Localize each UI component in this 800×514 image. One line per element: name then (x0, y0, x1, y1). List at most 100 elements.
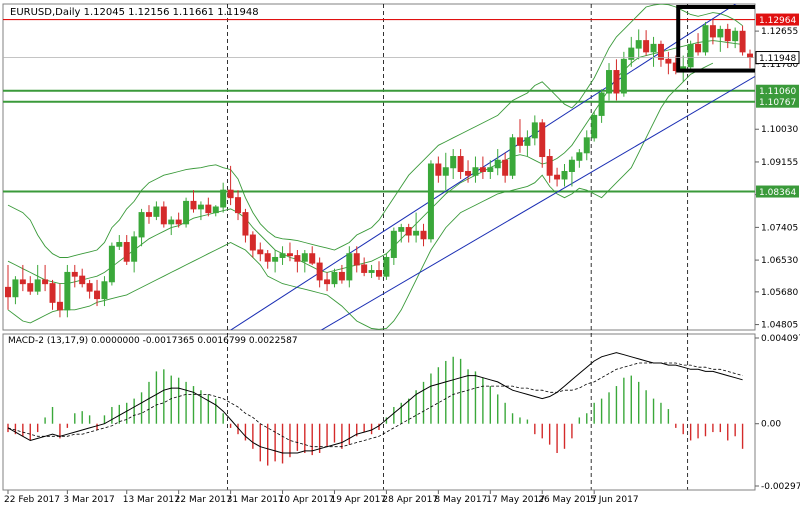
candle-body (34, 279, 41, 292)
candle (19, 264, 26, 292)
candle (427, 160, 434, 243)
date-label: 26 May 2017 (538, 495, 597, 505)
candle (183, 197, 190, 228)
candle-body (19, 279, 26, 285)
candle (64, 264, 71, 318)
candle (353, 246, 360, 273)
candle-body (94, 290, 101, 300)
candle-body (561, 170, 568, 180)
candle-body (160, 206, 167, 225)
candle-body (516, 137, 523, 146)
candle-body (695, 43, 702, 53)
date-label: 3 Mar 2017 (63, 495, 114, 505)
candle-body (286, 253, 293, 257)
candle (42, 264, 49, 292)
candle-body (568, 159, 575, 172)
candle-body (546, 156, 553, 176)
candle (524, 130, 531, 157)
horizontal-levels (3, 18, 755, 193)
candle-body (346, 253, 353, 281)
candle-body (598, 92, 605, 116)
candle (249, 231, 256, 258)
candle-body (257, 249, 264, 255)
candle-body (709, 25, 716, 38)
candle-body (376, 270, 382, 277)
candle (568, 156, 575, 187)
price-tick-label: 1.04805 (761, 321, 798, 331)
candle (56, 283, 63, 318)
main-pane[interactable] (2, 3, 756, 331)
level-tag (756, 13, 799, 26)
trend-channel (229, 4, 755, 330)
candle-body (420, 230, 427, 240)
candle (27, 276, 34, 295)
macd-tick-label: 0.004097 (761, 334, 800, 344)
candle (657, 40, 664, 67)
candle-body (338, 271, 345, 281)
date-label: 22 Feb 2017 (4, 495, 60, 505)
candle-body (264, 253, 271, 262)
candle-body (613, 70, 620, 94)
candle-body (620, 58, 627, 94)
candle (383, 253, 390, 280)
candle-body (108, 245, 115, 283)
candle-body (583, 137, 590, 154)
candle-body (450, 156, 457, 169)
channel-upper (229, 4, 737, 330)
date-label: 19 Apr 2017 (330, 495, 386, 505)
candle-body (479, 167, 486, 172)
candle (190, 190, 197, 213)
candle-body (732, 30, 739, 42)
candle-body (42, 279, 49, 285)
candle (539, 119, 546, 168)
candle (235, 190, 242, 221)
candle (739, 25, 746, 56)
macd-pane[interactable] (2, 333, 756, 491)
candle-body (12, 279, 19, 298)
candle (724, 23, 731, 49)
candle-body (398, 227, 405, 232)
candle (108, 242, 115, 286)
macd-tick-label: -0.002977 (761, 482, 800, 492)
candle-body (702, 25, 709, 53)
candle (71, 264, 78, 288)
candle-body (591, 114, 598, 139)
candle (197, 201, 204, 221)
candle-body (294, 255, 301, 262)
bollinger-upper (7, 4, 743, 258)
candle-body (27, 283, 34, 292)
candle-body (531, 122, 538, 139)
bollinger-middle (7, 40, 743, 285)
candle-body (643, 40, 650, 53)
date-label: 5 Jun 2017 (590, 495, 638, 505)
date-label: 13 Mar 2017 (123, 495, 180, 505)
candle-body (205, 204, 212, 214)
candle-body (5, 286, 11, 298)
candle-body (405, 227, 412, 236)
candle-body (138, 212, 145, 238)
candle (709, 19, 716, 45)
candle-body (153, 206, 160, 217)
candle-body (272, 256, 279, 262)
candle (598, 89, 605, 123)
candle (316, 257, 323, 288)
candle (398, 223, 405, 243)
candle-body (235, 197, 242, 214)
candle (309, 246, 316, 265)
candle-body (502, 159, 509, 176)
candle-body (509, 137, 516, 176)
candle-body (427, 163, 434, 240)
level-tag-label: 1.11060 (759, 87, 796, 97)
candle (450, 149, 457, 179)
candle-body (116, 242, 123, 247)
candle (361, 257, 368, 277)
candle (272, 249, 279, 273)
candle-body (86, 283, 93, 292)
candle (145, 205, 152, 224)
candle (635, 29, 642, 60)
highlight-box-group (676, 4, 755, 73)
candle-body (249, 234, 256, 251)
level-tag-label: 1.10767 (759, 98, 796, 108)
